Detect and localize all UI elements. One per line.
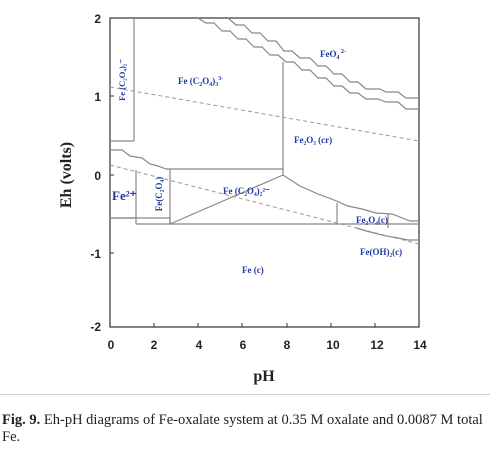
x-tick-label: 8 [284,338,291,352]
region-feoh2-label: Fe(OH)₂(c) [360,247,402,257]
y-axis-ticks [110,17,114,328]
region-fe-c-label: Fe (c) [242,265,264,275]
figure-label: Fig. 9. [2,412,41,428]
fe-c2o4-upper-boundary [110,149,283,170]
x-tick-label: 0 [108,338,115,352]
region-fe3o4-label: Fe₃O₄(c) [356,215,388,225]
phase-boundaries [110,17,419,241]
x-tick-label: 14 [413,338,427,352]
y-tick-label: 0 [94,169,101,183]
region-fe-c2o4-3-label: Fe (C2O4)33- [178,76,223,88]
water-stability-lines [109,86,420,245]
caption-separator [0,394,490,395]
figure-caption: Fig. 9. Eh-pH diagrams of Fe-oxalate sys… [2,412,488,446]
y-tick-label: -1 [90,247,101,261]
fe2o3-upper-boundary [227,17,419,99]
x-axis-ticks [109,323,420,327]
oxygen-line [109,86,420,142]
region-fe2o3-label: Fe₂O₃ (cr) [294,135,332,145]
x-tick-label: 12 [370,338,384,352]
caption-text: Eh-pH diagrams of Fe-oxalate system at 0… [2,412,483,445]
x-tick-label: 4 [196,338,203,352]
y-tick-label: 2 [94,12,101,26]
region-fe-c2o4-label: Fe(C₂O₄) [154,177,164,211]
y-tick-label: -2 [90,320,101,334]
x-tick-label: 10 [326,338,340,352]
feoh2-boundary [355,227,419,241]
x-tick-label: 2 [151,338,158,352]
plot-frame [109,17,420,328]
region-feo4-label: FeO4 2- [320,49,346,61]
region-fe2plus-label: Fe²⁺ [112,188,137,203]
region-fe-c2o4-2-label: Fe (C₂O₄)₂⁻ [117,59,127,101]
y-axis-label: Eh (volts) [58,142,75,208]
region-fe-c2o4-2-2minus-label: Fe (C₂O₄)₂²⁻ [223,186,270,196]
x-axis-label: pH [253,368,275,385]
feo4-boundary [197,17,419,110]
x-tick-label: 6 [240,338,247,352]
y-tick-label: 1 [94,90,101,104]
